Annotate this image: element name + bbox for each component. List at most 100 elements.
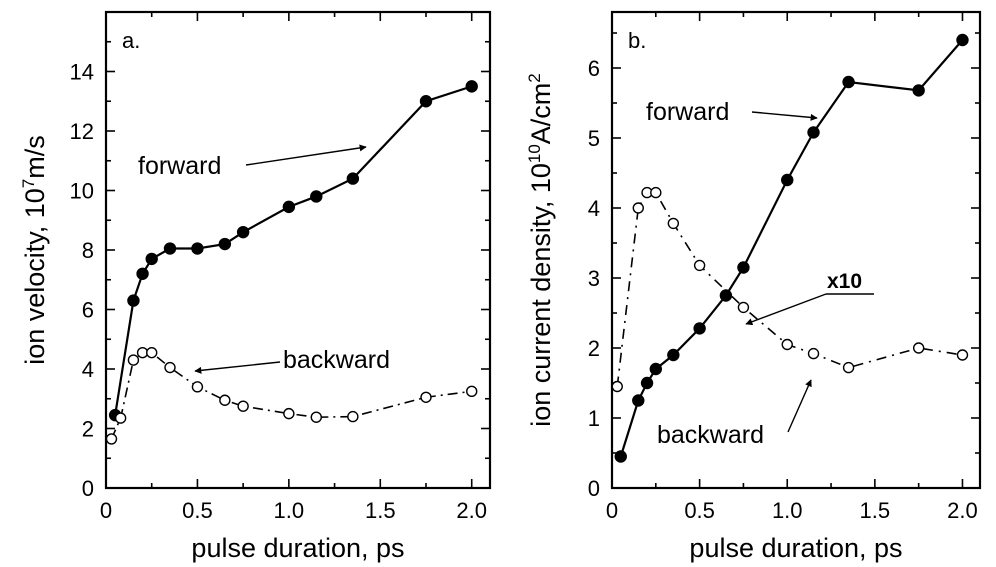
data-point-forward: [218, 237, 232, 251]
y-tick-label: 10: [70, 179, 94, 204]
y-tick-label: 4: [588, 196, 600, 221]
data-point-backward: [611, 380, 623, 393]
annotation-arrow-backward: [194, 361, 281, 374]
data-point-forward: [282, 200, 296, 214]
data-point-forward: [419, 95, 433, 108]
annotation-forward: forward: [138, 152, 221, 180]
data-point-backward: [737, 301, 750, 314]
annotation-backward: backward: [657, 421, 764, 449]
x-tick-label: 2.0: [456, 498, 487, 523]
data-point-forward: [842, 75, 855, 89]
annotation-arrow-backward: [787, 379, 812, 433]
plot-frame: [104, 10, 492, 490]
data-point-forward: [236, 225, 250, 239]
y-axis-title: ion velocity, 107m/s: [19, 135, 50, 365]
data-point-forward: [719, 289, 733, 302]
data-point-backward: [956, 349, 969, 361]
annotation-x10: x10: [827, 270, 862, 293]
series-line-backward: [110, 351, 472, 440]
chart-panel-a: 0 0.5 1.0 1.5 2.0 0 2 4 6 8 10 12 14 pulse duration, …: [19, 10, 492, 563]
x-tick-label: 1.0: [772, 498, 803, 523]
x-tick-label: 0.5: [684, 498, 715, 523]
annotation-backward: backward: [283, 346, 390, 374]
annotation-forward: forward: [646, 98, 729, 126]
data-point-forward: [667, 348, 680, 362]
y-tick-label: 0: [82, 476, 94, 501]
data-point-backward: [237, 400, 249, 412]
y-axis-title-sup2: 2: [525, 73, 544, 82]
y-axis-title: ion current density, 1010A/cm2: [525, 73, 556, 427]
data-point-forward: [163, 242, 177, 255]
data-point-backward: [191, 381, 204, 393]
annotation-arrow-forward: [751, 111, 818, 121]
y-axis-title-sup: 10: [525, 144, 544, 163]
data-point-forward: [136, 267, 149, 280]
x-tick-label: 1.0: [274, 498, 305, 523]
data-point-backward: [114, 412, 127, 424]
y-tick-label: 0: [588, 476, 600, 501]
y-tick-label: 2: [82, 417, 94, 442]
data-point-backward: [650, 186, 662, 199]
data-point-backward: [466, 385, 478, 398]
x-axis-title: pulse duration, ps: [689, 533, 902, 563]
data-point-backward: [127, 354, 140, 366]
y-axis-title-sup: 7: [19, 179, 38, 188]
data-point-backward: [693, 259, 706, 272]
y-tick-label: 5: [588, 126, 600, 151]
chart-panel-b: 0 0.5 1.0 1.5 2.0 0 1 2 3 4 5 6 pulse duration, ps io…: [525, 10, 982, 563]
y-axis-title-base: ion current density, 10: [526, 163, 556, 427]
data-point-backward: [347, 410, 359, 423]
x-tick-label: 1.5: [365, 498, 396, 523]
panel-label: a.: [122, 28, 140, 53]
y-tick-label: 8: [82, 238, 94, 263]
data-point-backward: [283, 407, 295, 420]
y-tick-label: 12: [70, 119, 94, 144]
data-point-forward: [191, 242, 204, 255]
data-point-forward: [632, 394, 645, 407]
y-tick-label: 6: [588, 56, 600, 81]
y-tick-label: 14: [70, 60, 94, 85]
data-point-forward: [781, 173, 794, 187]
data-point-forward: [127, 294, 140, 307]
y-axis-title-rest: A/cm: [526, 83, 556, 145]
data-point-forward: [912, 84, 925, 97]
data-point-backward: [164, 361, 176, 374]
data-point-forward: [640, 376, 654, 390]
y-axis-title-rest: m/s: [20, 135, 50, 179]
y-tick-label: 1: [588, 406, 600, 431]
y-tick-label: 3: [588, 266, 600, 291]
data-point-forward: [956, 33, 969, 47]
y-tick-label: 2: [588, 336, 600, 361]
y-tick-label: 6: [82, 298, 94, 323]
data-point-backward: [632, 202, 644, 214]
data-point-backward: [219, 394, 231, 406]
x-tick-label: 2.0: [947, 498, 978, 523]
x-tick-label: 0: [606, 498, 618, 523]
data-point-backward: [912, 342, 925, 354]
panel-label: b.: [628, 28, 646, 53]
data-point-forward: [614, 450, 627, 463]
x-tick-label: 1.5: [860, 498, 891, 523]
annotation-arrow-forward: [245, 144, 367, 166]
data-point-backward: [781, 338, 793, 351]
data-point-forward: [693, 322, 706, 335]
data-point-backward: [842, 361, 855, 374]
x-tick-label: 0: [100, 498, 112, 523]
data-point-forward: [310, 190, 323, 203]
y-tick-label: 4: [82, 357, 94, 382]
data-point-forward: [807, 126, 820, 139]
data-point-forward: [346, 172, 360, 185]
annotation-arrow-x10: [745, 293, 827, 326]
data-point-forward: [649, 362, 663, 376]
plot-frame: [610, 10, 982, 490]
data-point-backward: [310, 411, 322, 423]
data-point-forward: [737, 261, 750, 274]
data-point-backward: [105, 433, 118, 445]
y-axis-title-base: ion velocity, 10: [20, 188, 50, 365]
data-point-backward: [667, 217, 680, 230]
data-point-forward: [465, 80, 478, 93]
data-point-backward: [807, 347, 820, 360]
data-point-backward: [146, 346, 158, 359]
data-point-forward: [145, 252, 158, 266]
